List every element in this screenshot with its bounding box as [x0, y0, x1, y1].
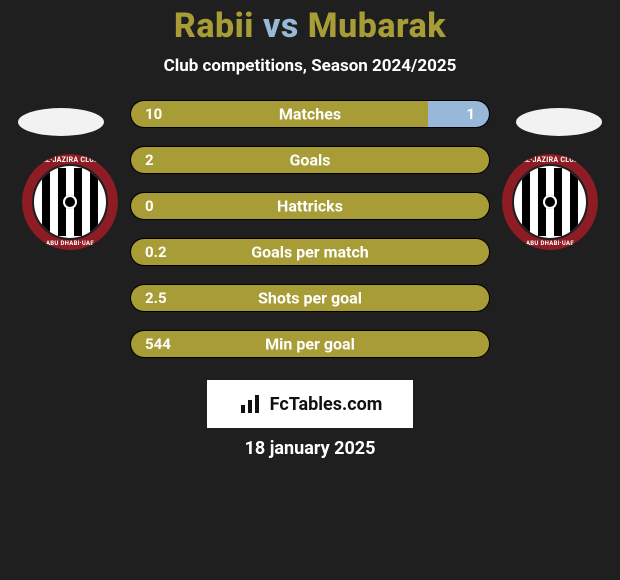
stat-bar: 2.5Shots per goal [130, 284, 490, 312]
brand-text: FcTables.com [270, 394, 383, 415]
stat-fill-player1 [131, 193, 489, 219]
page-title: Rabii vs Mubarak [174, 6, 446, 46]
badge-inner [34, 166, 106, 238]
badge-ball-icon [63, 195, 77, 209]
stat-bar: 101Matches [130, 100, 490, 128]
stat-fill-player2 [428, 101, 489, 127]
chart-icon [238, 392, 262, 416]
player1-photo-placeholder [18, 108, 104, 136]
stat-fill-player1 [131, 285, 489, 311]
stat-bars: 101Matches2Goals0Hattricks0.2Goals per m… [130, 100, 490, 358]
stat-value-player1: 0 [145, 197, 154, 215]
stat-bar: 0Hattricks [130, 192, 490, 220]
badge-inner [514, 166, 586, 238]
stat-value-player2: 1 [466, 105, 475, 123]
title-vs: vs [263, 6, 299, 46]
stat-value-player1: 544 [145, 335, 171, 353]
stat-bar: 544Min per goal [130, 330, 490, 358]
stat-value-player1: 2 [145, 151, 154, 169]
player2-club-badge: AL·JAZIRA CLUB ABU DHABI·UAE [502, 154, 598, 250]
stat-bar: 2Goals [130, 146, 490, 174]
stat-value-player1: 0.2 [145, 243, 167, 261]
subtitle: Club competitions, Season 2024/2025 [164, 56, 457, 76]
stat-fill-player1 [131, 101, 428, 127]
stat-fill-player1 [131, 147, 489, 173]
date-text: 18 january 2025 [245, 438, 376, 459]
title-player2: Mubarak [308, 6, 446, 46]
player2-photo-placeholder [516, 108, 602, 136]
badge-ball-icon [543, 195, 557, 209]
stat-fill-player1 [131, 331, 489, 357]
stat-value-player1: 2.5 [145, 289, 167, 307]
stat-value-player1: 10 [145, 105, 162, 123]
title-player1: Rabii [174, 6, 254, 46]
stat-bar: 0.2Goals per match [130, 238, 490, 266]
player1-club-badge: AL·JAZIRA CLUB ABU DHABI·UAE [22, 154, 118, 250]
stat-fill-player1 [131, 239, 489, 265]
comparison-stage: AL·JAZIRA CLUB ABU DHABI·UAE AL·JAZIRA C… [0, 76, 620, 580]
brand-badge: FcTables.com [207, 380, 413, 428]
